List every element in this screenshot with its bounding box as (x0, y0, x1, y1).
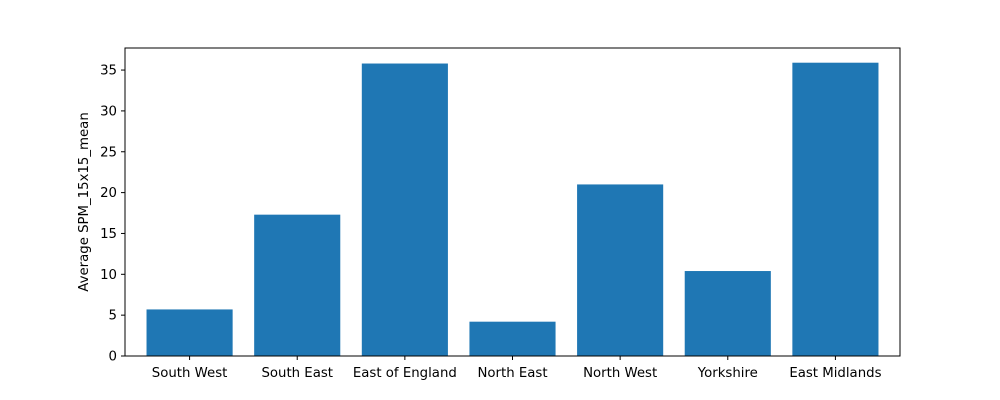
bar-north-west (577, 184, 664, 356)
bar-east-of-england (361, 63, 448, 356)
x-tick-label: East Midlands (789, 366, 881, 381)
x-tick-label: North West (583, 366, 657, 381)
bar-yorkshire (684, 271, 771, 356)
y-tick-label: 0 (109, 350, 117, 365)
bar-north-east (469, 321, 556, 356)
bar-south-east (254, 214, 341, 356)
x-tick-label: East of England (353, 366, 457, 381)
x-tick-label: South West (152, 366, 228, 381)
y-tick-label: 5 (109, 309, 117, 324)
axes-frame (124, 47, 901, 357)
y-tick-label: 30 (100, 104, 117, 119)
bar-south-west (146, 309, 233, 356)
x-axis-ticks: South West South East East of England North… (152, 356, 882, 381)
bar-east-midlands (792, 62, 879, 357)
y-axis-ticks: 0 5 10 15 20 25 30 35 (100, 64, 125, 365)
y-axis-label: Average SPM_15x15_mean (77, 112, 92, 291)
bars (146, 62, 879, 357)
y-tick-label: 20 (100, 186, 117, 201)
y-tick-label: 15 (100, 227, 117, 242)
y-tick-label: 25 (100, 145, 117, 160)
y-tick-label: 35 (100, 64, 117, 79)
x-tick-label: South East (261, 366, 333, 381)
plot-area: 0 5 10 15 20 25 30 35 South West South East East … (100, 47, 901, 381)
y-tick-label: 10 (100, 268, 117, 283)
x-tick-label: Yorkshire (697, 366, 758, 381)
x-tick-label: North East (477, 366, 547, 381)
